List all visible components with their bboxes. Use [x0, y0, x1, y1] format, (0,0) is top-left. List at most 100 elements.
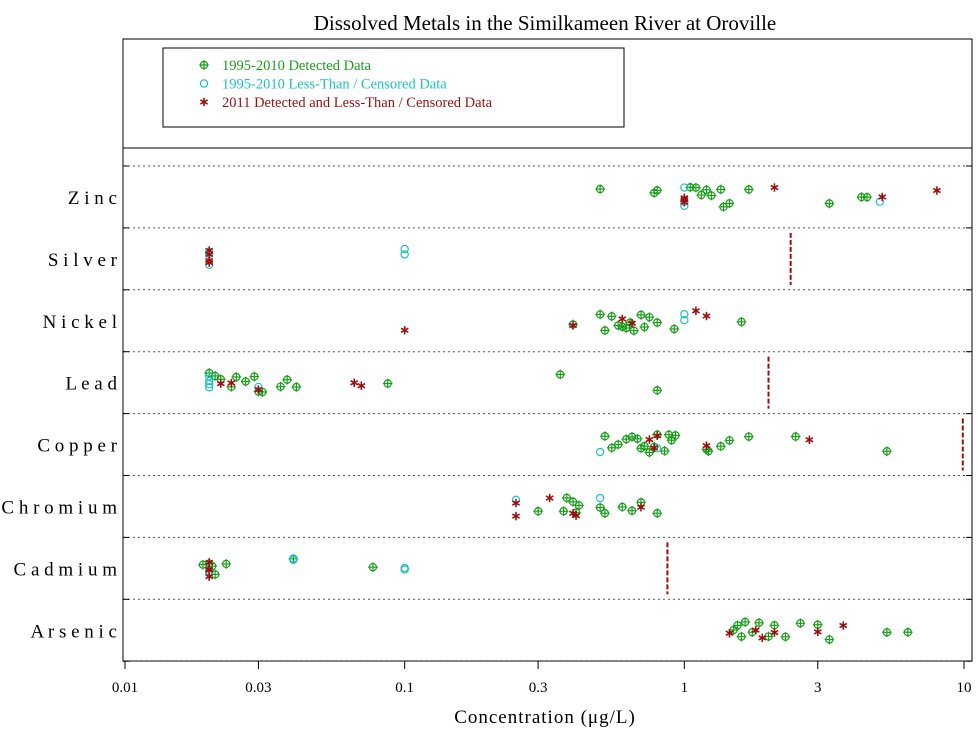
data-point-circle-plus	[743, 184, 754, 195]
data-point-circle-plus	[644, 312, 655, 322]
data-point-open-circle	[199, 79, 209, 88]
data-point-asterisk	[636, 503, 646, 512]
chart-title: Dissolved Metals in the Similkameen Rive…	[314, 11, 777, 35]
data-point-circle-plus	[736, 317, 747, 327]
data-point-asterisk	[680, 198, 689, 207]
y-tick-label: L e a d	[65, 374, 117, 395]
data-point-asterisk	[400, 326, 409, 335]
data-point-circle-plus	[790, 431, 801, 442]
data-point-circle-plus	[795, 618, 806, 629]
x-tick-label: 0.1	[395, 680, 414, 696]
data-point-circle-plus	[629, 325, 639, 336]
legend-label: 1995-2010 Detected Data	[222, 58, 372, 74]
data-point-circle-plus	[562, 493, 572, 503]
x-tick-label: 3	[814, 680, 822, 696]
legend-box	[162, 47, 625, 128]
data-point-asterisk	[878, 192, 887, 202]
reference-lines	[666, 232, 964, 595]
data-point-asterisk	[645, 435, 654, 444]
data-point-circle-plus	[736, 631, 747, 642]
data-point-asterisk	[254, 385, 263, 394]
plot-frame	[122, 38, 973, 662]
data-point-asterisk	[357, 381, 366, 390]
data-marks	[198, 182, 941, 645]
data-point-circle-plus	[595, 502, 605, 513]
data-point-circle-plus	[691, 182, 701, 193]
data-point-asterisk	[691, 306, 700, 316]
data-point-circle-plus	[240, 376, 251, 387]
data-point-circle-plus	[282, 374, 292, 385]
data-point-asterisk	[205, 246, 214, 255]
data-point-open-circle	[204, 376, 214, 386]
x-tick-label: 10	[957, 680, 972, 696]
data-point-circle-plus	[666, 435, 677, 446]
legend-items: 1995-2010 Detected Data 1995-2010 Less-Th…	[199, 58, 493, 111]
data-point-asterisk	[572, 511, 581, 520]
x-tick-label: 0.01	[112, 680, 138, 696]
data-point-asterisk	[932, 186, 941, 195]
data-point-circle-plus	[903, 627, 913, 638]
data-point-circle-plus	[824, 634, 835, 645]
data-point-asterisk	[770, 628, 779, 637]
data-point-open-circle	[680, 316, 689, 325]
x-tick-label: 0.03	[245, 680, 271, 696]
data-point-circle-plus	[291, 382, 302, 392]
data-point-circle-plus	[652, 508, 663, 519]
data-point-circle-plus	[724, 198, 735, 209]
legend-label: 1995-2010 Less-Than / Censored Data	[222, 77, 447, 93]
data-point-circle-plus	[249, 371, 260, 382]
data-point-circle-plus	[639, 441, 650, 451]
y-tick-label: C o p p e r	[37, 436, 117, 457]
y-tick-label: A r s e n i c	[30, 621, 117, 642]
data-point-asterisk	[725, 629, 734, 638]
y-tick-label: S i l v e r	[48, 250, 118, 271]
data-point-circle-plus	[231, 372, 242, 382]
legend-label: 2011 Detected and Less-Than / Censored D…	[222, 95, 493, 111]
data-point-circle-plus	[724, 435, 735, 446]
data-point-circle-plus	[824, 198, 835, 209]
data-point-asterisk	[813, 627, 822, 637]
data-point-circle-plus	[613, 439, 623, 450]
data-point-asterisk	[758, 633, 767, 643]
data-point-circle-plus	[701, 185, 712, 195]
y-tick-label: Z i n c	[68, 188, 117, 209]
data-point-circle-plus	[568, 497, 578, 507]
data-point-asterisk	[618, 314, 627, 324]
data-point-open-circle	[595, 493, 605, 503]
data-point-circle-plus	[199, 60, 209, 70]
data-point-circle-plus	[617, 502, 628, 512]
data-point-circle-plus	[600, 508, 610, 519]
data-point-open-circle	[400, 244, 409, 254]
data-point-open-circle	[204, 383, 214, 392]
data-point-circle-plus	[275, 381, 286, 392]
data-point-circle-plus	[862, 192, 872, 202]
y-tick-label: N i c k e l	[43, 312, 117, 333]
data-point-circle-plus	[627, 505, 637, 516]
data-point-circle-plus	[754, 618, 764, 628]
data-point-circle-plus	[595, 309, 605, 320]
data-point-circle-plus	[718, 202, 729, 212]
data-point-circle-plus	[627, 432, 637, 442]
y-tick-label: C h r o m i u m	[1, 497, 117, 518]
data-point-circle-plus	[600, 325, 610, 336]
data-point-circle-plus	[652, 317, 663, 328]
data-point-asterisk	[199, 97, 209, 107]
data-point-circle-plus	[743, 431, 754, 442]
data-point-asterisk	[216, 379, 225, 388]
data-point-asterisk	[653, 431, 662, 440]
data-point-circle-plus	[669, 324, 680, 334]
data-point-circle-plus	[715, 441, 726, 452]
data-point-circle-plus	[644, 447, 655, 458]
data-point-asterisk	[627, 319, 637, 328]
legend: 1995-2010 Detected Data 1995-2010 Less-Th…	[162, 47, 625, 128]
data-point-open-circle	[204, 379, 214, 389]
data-point-circle-plus	[221, 559, 231, 569]
data-point-circle-plus	[574, 500, 584, 511]
data-point-circle-plus	[636, 310, 646, 320]
data-point-asterisk	[511, 511, 520, 521]
data-point-circle-plus	[706, 190, 717, 201]
x-axis: 0.01 0.03 0.1 0.3 1 3 10	[112, 661, 972, 696]
y-tick-label: C a d m i u m	[14, 559, 118, 580]
